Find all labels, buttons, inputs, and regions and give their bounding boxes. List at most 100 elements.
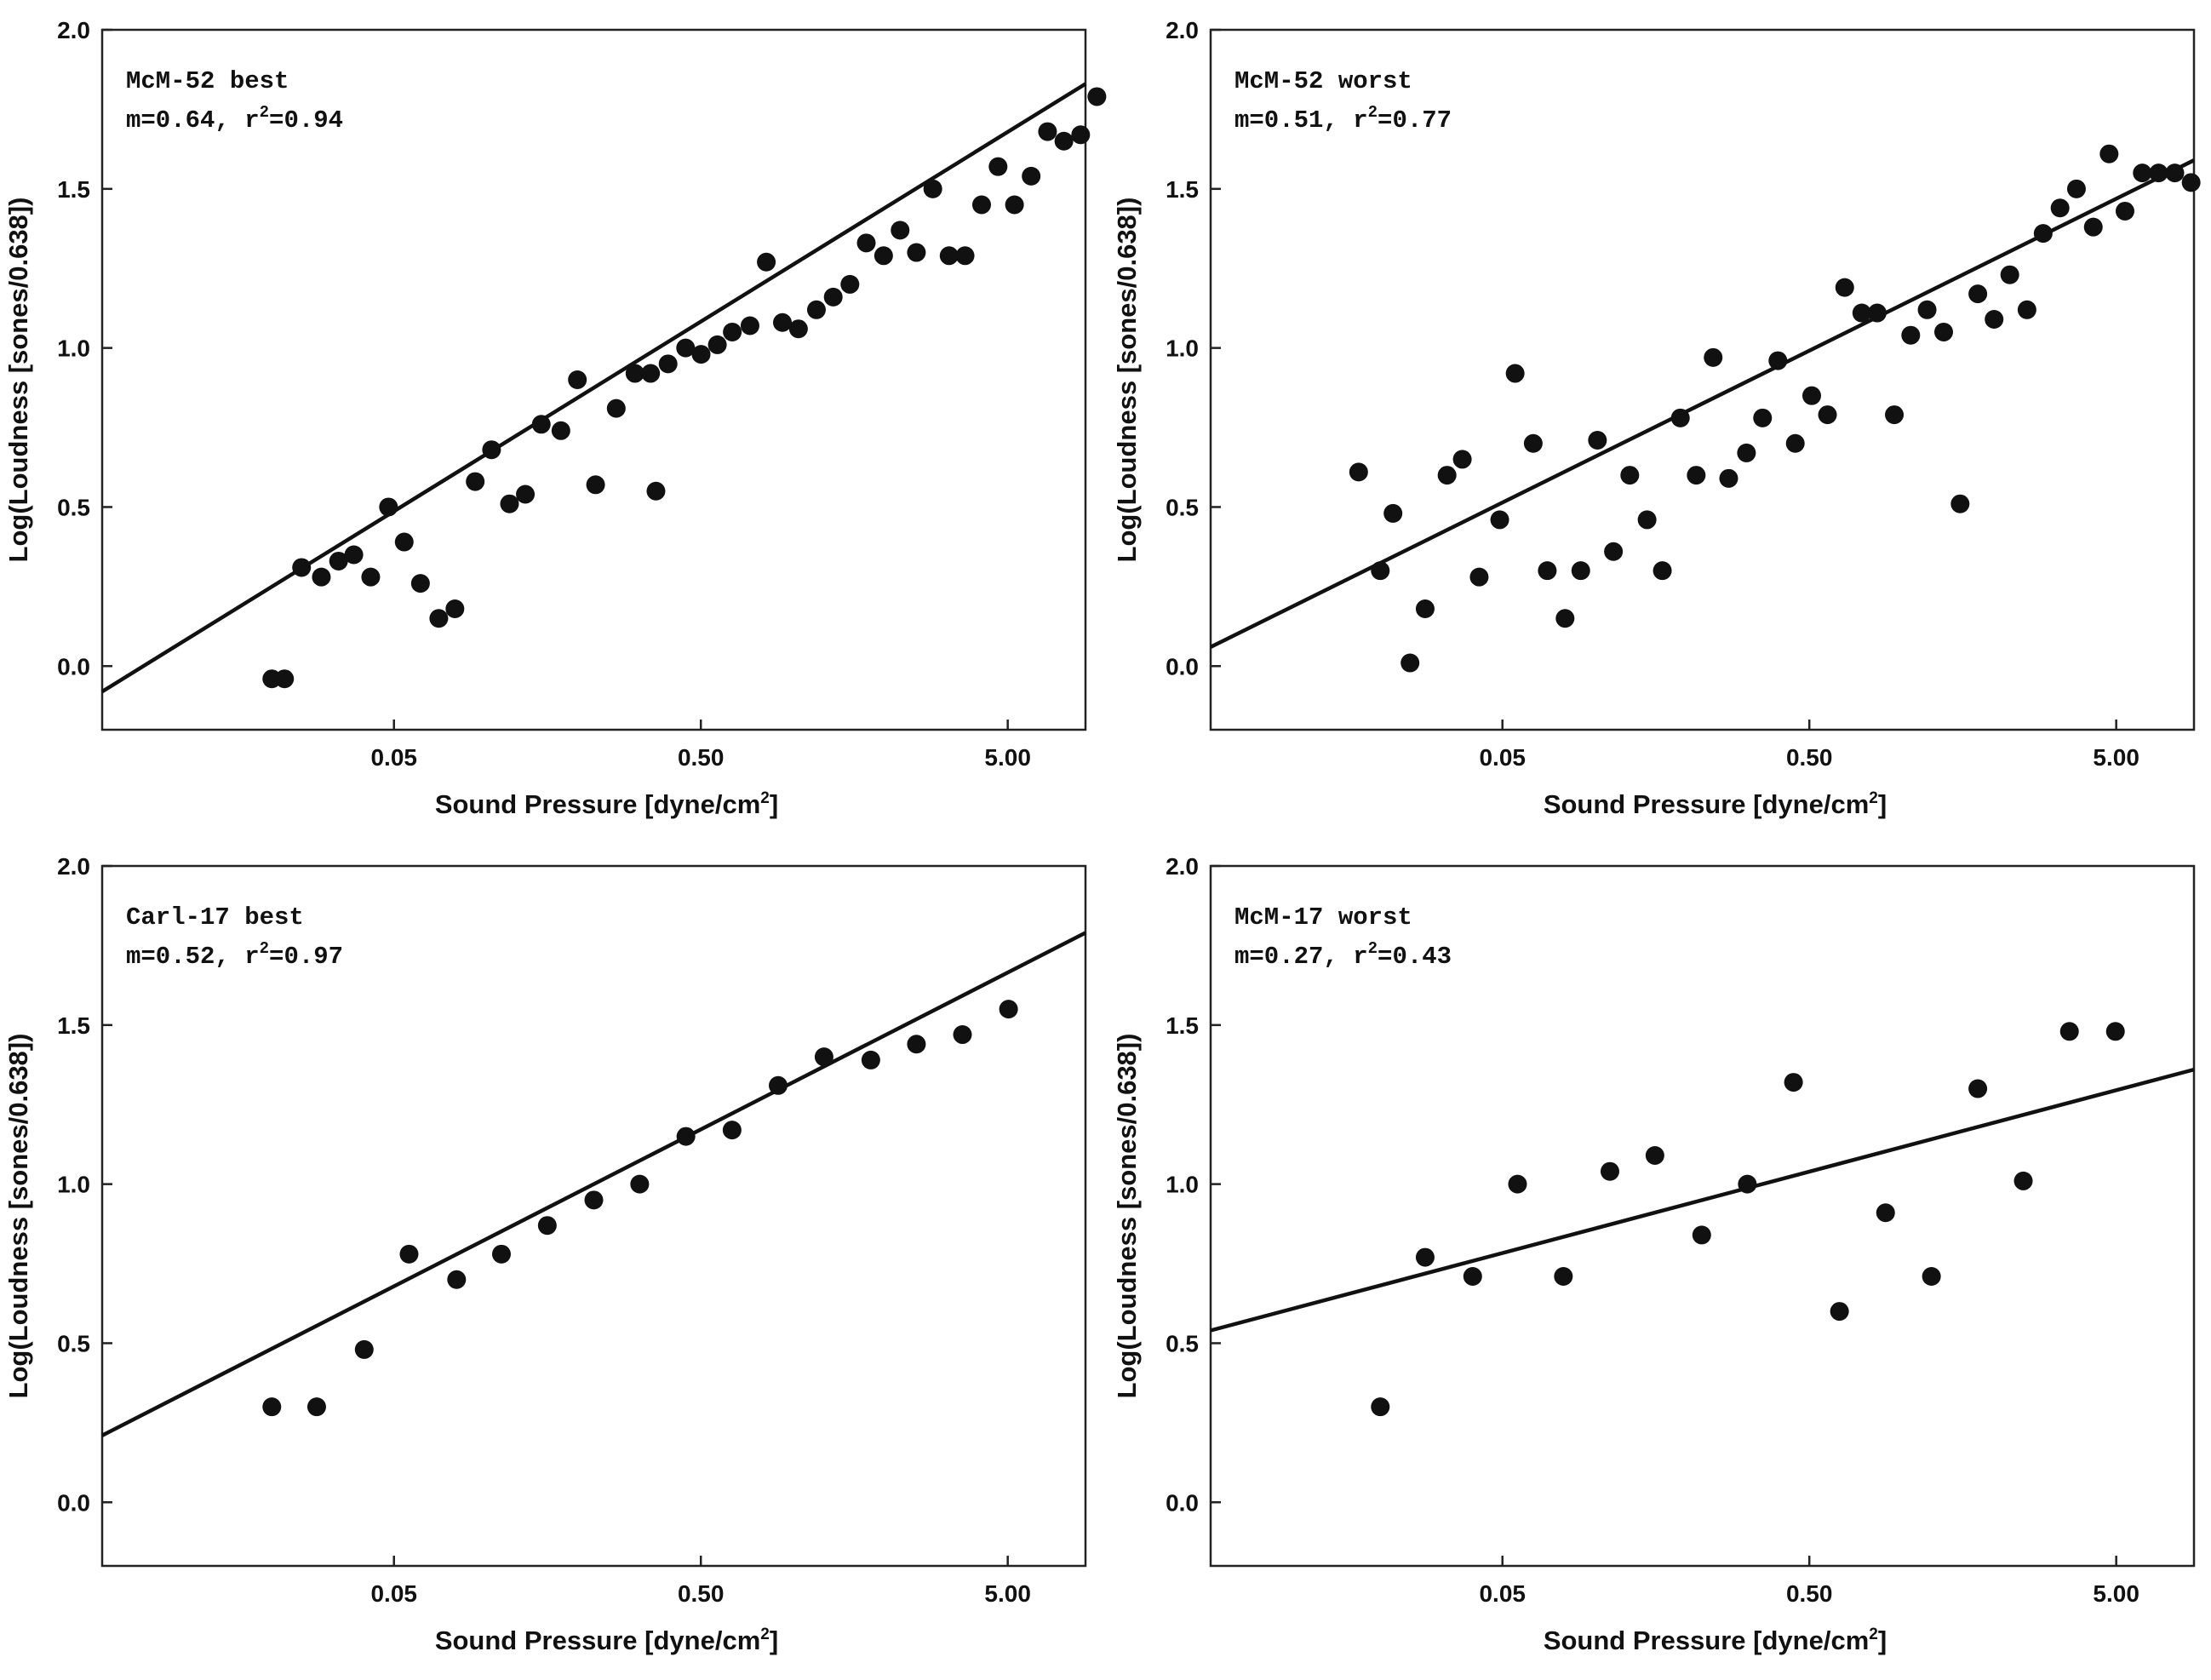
data-point: [1463, 1266, 1482, 1286]
x-axis-title-end: ]: [770, 789, 778, 819]
data-point: [806, 300, 826, 319]
data-point: [773, 312, 793, 332]
data-point: [625, 364, 644, 383]
x-tick-label: 0.50: [1786, 1580, 1833, 1607]
data-point: [306, 1397, 326, 1417]
annotation-slope: m=0.64: [126, 106, 215, 135]
chart-panel-top-right: 0.0 0.5 1.0 1.5 2.0 0.05 0.50 5.00 Sound Pressur…: [1112, 17, 2201, 819]
data-point: [447, 1270, 467, 1289]
data-point: [1950, 494, 1970, 513]
annotation-r-value: =0.94: [269, 106, 343, 135]
data-point: [658, 354, 678, 374]
data-point: [1600, 1161, 1619, 1181]
annotation-r-value: =0.77: [1378, 106, 1452, 135]
data-point: [814, 1047, 833, 1067]
annotation-separator: ,: [215, 943, 244, 971]
y-tick-label: 0.0: [57, 653, 90, 679]
x-axis-title-main: Sound Pressure [dyne/cm: [1544, 1626, 1869, 1655]
data-point: [1555, 609, 1575, 628]
data-point: [953, 1025, 972, 1045]
y-tick-label: 0.0: [1166, 653, 1199, 679]
data-point: [1985, 310, 2004, 330]
data-point: [971, 195, 991, 215]
x-axis-title: Sound Pressure [dyne/cm2]: [435, 1626, 778, 1655]
data-point: [1835, 278, 1854, 297]
data-point: [999, 1000, 1018, 1019]
data-point: [445, 599, 465, 619]
data-point: [1922, 1266, 1941, 1286]
data-point: [1508, 1174, 1527, 1194]
data-point: [1645, 1146, 1664, 1166]
x-tick-label: 0.05: [370, 744, 417, 771]
data-point: [1022, 166, 1041, 186]
chart-panel-bottom-left: 0.0 0.5 1.0 1.5 2.0 0.05 0.50 5.00 Sound Pressur…: [3, 853, 1087, 1655]
data-point: [410, 574, 430, 593]
plot-frame: [100, 28, 1087, 731]
data-point: [344, 545, 364, 565]
data-point: [2017, 300, 2036, 319]
y-axis-title: Log(Loudness [sones/0.638]): [3, 1034, 33, 1399]
data-point: [988, 157, 1008, 176]
data-point: [1753, 408, 1773, 427]
y-tick-label: 0.5: [1166, 1330, 1199, 1356]
y-tick-label: 0.5: [57, 1330, 90, 1356]
data-point: [537, 1216, 557, 1236]
x-axis-title: Sound Pressure [dyne/cm2]: [435, 789, 778, 819]
data-point: [769, 1075, 788, 1095]
data-point: [955, 246, 975, 266]
annotation-separator: ,: [1323, 106, 1353, 135]
data-point: [1437, 466, 1457, 485]
data-point: [1371, 561, 1390, 581]
y-tick-label: 0.0: [57, 1489, 90, 1516]
annotation-r: r: [244, 943, 259, 971]
data-point: [1523, 433, 1543, 453]
plot-frame: [100, 864, 1087, 1568]
data-point: [312, 567, 331, 587]
data-point: [1830, 1302, 1849, 1322]
data-point: [1768, 351, 1788, 370]
data-point: [399, 1244, 419, 1264]
data-point: [1637, 510, 1657, 530]
y-tick-label: 1.0: [57, 335, 90, 362]
annotation-r-value: =0.43: [1378, 943, 1452, 971]
data-point: [1784, 1073, 1803, 1092]
data-point: [2133, 163, 2152, 183]
data-point: [500, 494, 519, 513]
annotation-stats: m=0.27, r2=0.43: [1234, 939, 1452, 971]
x-axis-title-sup: 2: [1869, 789, 1878, 807]
data-point: [491, 1244, 511, 1264]
data-point: [2066, 179, 2086, 198]
annotation-stats: m=0.51, r2=0.77: [1234, 103, 1452, 135]
data-point: [1087, 87, 1107, 106]
x-tick-label: 5.00: [984, 744, 1031, 771]
data-point: [1400, 653, 1420, 673]
x-axis-title-end: ]: [1878, 789, 1887, 819]
data-point: [1801, 386, 1821, 405]
data-point: [1005, 195, 1024, 215]
data-point: [939, 246, 959, 266]
y-tick-label: 0.5: [57, 494, 90, 520]
data-point: [1505, 364, 1525, 383]
data-point: [676, 1127, 696, 1146]
x-axis-title: Sound Pressure [dyne/cm2]: [1544, 1626, 1887, 1655]
data-point: [907, 243, 926, 262]
data-point: [840, 274, 860, 294]
x-axis-title-main: Sound Pressure [dyne/cm: [435, 1626, 760, 1655]
y-tick-label: 0.5: [1166, 494, 1199, 520]
annotation-name: McM-52 worst: [1234, 67, 1412, 95]
data-point: [568, 370, 587, 389]
data-point: [1383, 503, 1403, 523]
annotation-stats: m=0.52, r2=0.97: [126, 939, 343, 971]
data-point: [379, 497, 398, 517]
data-point: [630, 1174, 650, 1194]
data-point: [2165, 163, 2185, 183]
annotation-name: Carl-17 best: [126, 903, 304, 932]
data-point: [1038, 122, 1057, 141]
data-point: [1653, 561, 1672, 581]
x-axis-title-sup: 2: [760, 789, 770, 807]
annotation-slope: m=0.27: [1234, 943, 1323, 971]
regression-line: [100, 82, 1087, 694]
data-point: [2149, 163, 2168, 183]
data-point: [2083, 217, 2103, 237]
